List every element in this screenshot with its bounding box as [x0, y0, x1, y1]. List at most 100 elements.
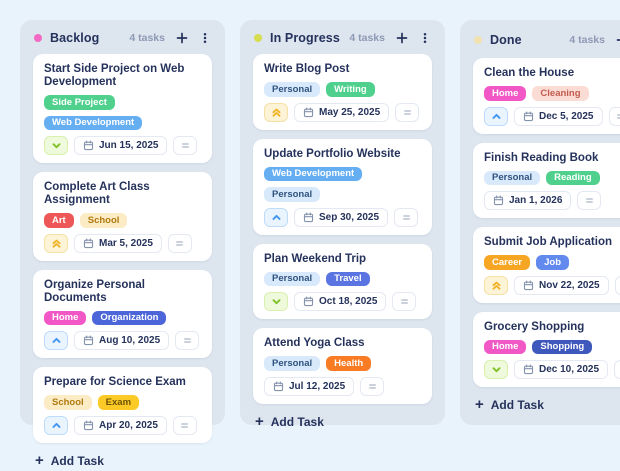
tag-list: Web Development Personal: [264, 167, 421, 202]
task-card[interactable]: Finish Reading Book Personal Reading Jan…: [473, 143, 620, 219]
notes-chip: [615, 276, 620, 295]
tag-list: Career Job: [484, 255, 620, 270]
tag-list: Home Shopping: [484, 340, 620, 355]
task-title: Grocery Shopping: [484, 321, 620, 334]
task-meta-row: Sep 30, 2025: [264, 208, 421, 227]
task-title: Start Side Project on Web Development: [44, 63, 201, 89]
add-task-label: Add Task: [271, 415, 324, 429]
column-menu-button[interactable]: [199, 32, 211, 44]
due-date-label: Oct 18, 2025: [319, 296, 377, 307]
calendar-icon: [303, 296, 314, 307]
due-date-label: Jun 15, 2025: [99, 140, 158, 151]
due-date-label: Aug 10, 2025: [99, 335, 160, 346]
due-date-chip: Dec 5, 2025: [514, 107, 603, 126]
due-date-chip: Nov 22, 2025: [514, 276, 609, 295]
calendar-icon: [523, 364, 534, 375]
plus-icon: +: [255, 416, 264, 428]
calendar-icon: [83, 335, 94, 346]
task-card[interactable]: Grocery Shopping Home Shopping Dec 10, 2…: [473, 312, 620, 388]
column-title: Done: [490, 33, 522, 47]
calendar-icon: [83, 420, 94, 431]
column-status-dot: [34, 34, 42, 42]
add-task-button[interactable]: + Add Task: [33, 451, 212, 471]
tag: Personal: [264, 187, 320, 202]
notes-chip: [175, 331, 199, 350]
chevron-up-icon: [271, 212, 282, 223]
due-date-label: May 25, 2025: [319, 107, 380, 118]
task-card[interactable]: Plan Weekend Trip Personal Travel Oct 18…: [253, 244, 432, 320]
task-meta-row: Nov 22, 2025: [484, 276, 620, 295]
plus-icon: [616, 34, 620, 46]
text-lines-icon: [615, 111, 620, 122]
task-card[interactable]: Prepare for Science Exam School Exam Apr…: [33, 367, 212, 443]
tag: Web Development: [264, 167, 362, 182]
text-lines-icon: [584, 195, 595, 206]
task-card[interactable]: Write Blog Post Personal Writing May 25,…: [253, 54, 432, 130]
task-card[interactable]: Update Portfolio Website Web Development…: [253, 139, 432, 235]
notes-chip: [173, 416, 197, 435]
notes-chip: [173, 136, 197, 155]
text-lines-icon: [174, 238, 185, 249]
column-menu-button[interactable]: [419, 32, 431, 44]
priority-badge: [44, 136, 68, 155]
notes-chip: [395, 103, 419, 122]
task-meta-row: Oct 18, 2025: [264, 292, 421, 311]
kebab-menu-icon: [419, 32, 431, 44]
task-meta-row: Mar 5, 2025: [44, 234, 201, 253]
due-date-label: Dec 10, 2025: [539, 364, 599, 375]
add-card-button[interactable]: [176, 32, 188, 44]
tag: Side Project: [44, 95, 115, 110]
column-status-dot: [474, 36, 482, 44]
calendar-icon: [273, 381, 284, 392]
chevron-down-icon: [271, 296, 282, 307]
notes-chip: [577, 191, 601, 210]
kanban-board: Backlog 4 tasks Start Side Project on We…: [0, 0, 620, 425]
task-title: Plan Weekend Trip: [264, 253, 421, 266]
task-list: Start Side Project on Web Development Si…: [33, 54, 212, 443]
notes-chip: [360, 377, 384, 396]
due-date-chip: Mar 5, 2025: [74, 234, 162, 253]
task-card[interactable]: Start Side Project on Web Development Si…: [33, 54, 212, 163]
calendar-icon: [83, 140, 94, 151]
add-task-button[interactable]: + Add Task: [473, 395, 620, 415]
kebab-menu-icon: [199, 32, 211, 44]
add-card-button[interactable]: [616, 34, 620, 46]
calendar-icon: [303, 107, 314, 118]
priority-badge: [264, 292, 288, 311]
plus-icon: [396, 32, 408, 44]
task-card[interactable]: Organize Personal Documents Home Organiz…: [33, 270, 212, 359]
task-card[interactable]: Complete Art Class Assignment Art School…: [33, 172, 212, 261]
due-date-label: Apr 20, 2025: [99, 420, 158, 431]
column-status-dot: [254, 34, 262, 42]
add-task-button[interactable]: + Add Task: [253, 412, 432, 432]
calendar-icon: [523, 111, 534, 122]
tag: Home: [484, 86, 526, 101]
task-card[interactable]: Attend Yoga Class Personal Health Jul 12…: [253, 328, 432, 404]
priority-badge: [44, 234, 68, 253]
tag: School: [44, 395, 92, 410]
task-title: Attend Yoga Class: [264, 337, 421, 350]
notes-chip: [609, 107, 620, 126]
task-title: Submit Job Application: [484, 236, 620, 249]
tag: Writing: [326, 82, 375, 97]
tag: Organization: [92, 311, 166, 326]
task-meta-row: Dec 5, 2025: [484, 107, 620, 126]
tag: Personal: [484, 171, 540, 186]
column-header: In Progress 4 tasks: [254, 31, 431, 45]
column-title: In Progress: [270, 31, 340, 45]
task-card[interactable]: Submit Job Application Career Job Nov 22…: [473, 227, 620, 303]
task-title: Complete Art Class Assignment: [44, 181, 201, 207]
due-date-label: Jul 12, 2025: [289, 381, 345, 392]
text-lines-icon: [402, 107, 413, 118]
chevron-up-icon: [51, 420, 62, 431]
priority-badge: [44, 331, 68, 350]
due-date-chip: Oct 18, 2025: [294, 292, 386, 311]
calendar-icon: [523, 280, 534, 291]
double-chevron-up-icon: [51, 238, 62, 249]
task-card[interactable]: Clean the House Home Cleaning Dec 5, 202…: [473, 58, 620, 134]
due-date-label: Nov 22, 2025: [539, 280, 600, 291]
add-card-button[interactable]: [396, 32, 408, 44]
task-meta-row: Jan 1, 2026: [484, 191, 620, 210]
due-date-chip: Aug 10, 2025: [74, 331, 169, 350]
text-lines-icon: [367, 381, 378, 392]
